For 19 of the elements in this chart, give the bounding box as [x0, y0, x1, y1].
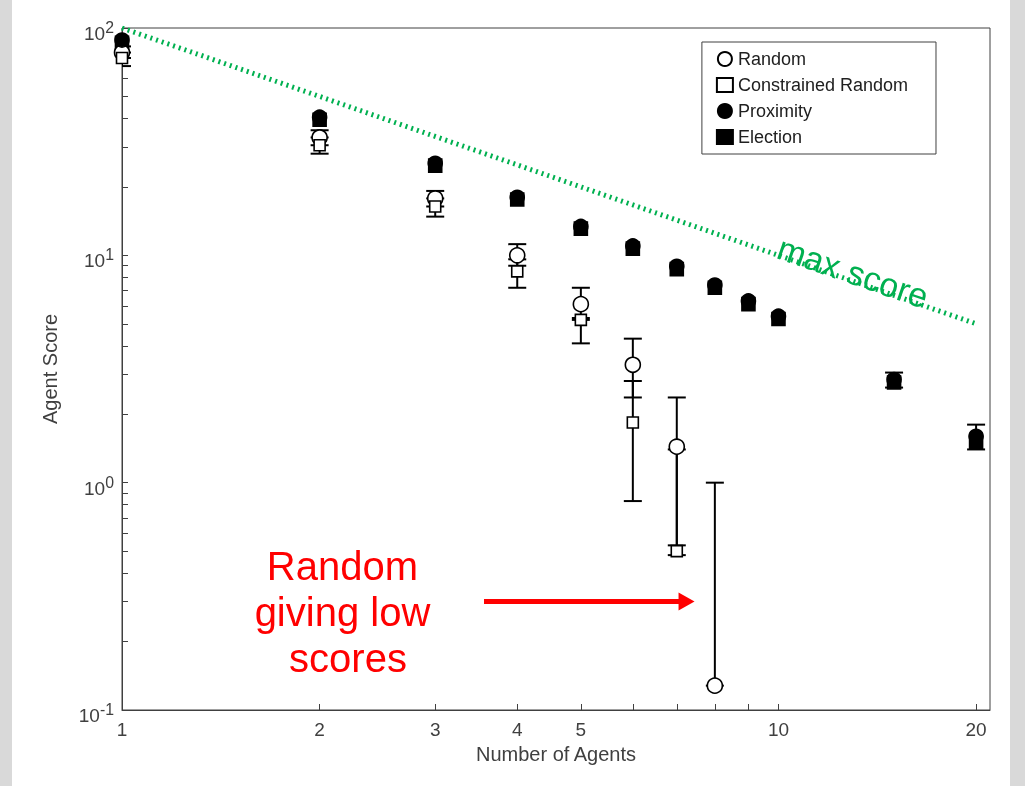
y-tick-label: 10$^{0}$: [84, 472, 114, 501]
annotation: max score: [772, 228, 934, 316]
legend-label: Proximity: [737, 101, 812, 121]
x-axis-title: Number of Agents: [475, 743, 637, 765]
x-tick-label: 3: [429, 719, 441, 740]
x-tick-label: 2: [314, 719, 325, 740]
x-tick-label: 5: [575, 719, 587, 740]
legend-label: Constrained Random: [737, 75, 909, 95]
annotation: Random giving low scores: [254, 544, 442, 680]
legend-label: Random: [737, 49, 806, 69]
y-tick-label: 10$^{2}$: [84, 18, 114, 47]
x-tick-label: 10: [767, 719, 790, 740]
x-tick-label: 1: [116, 719, 128, 740]
y-tick-label: 10$^{1}$: [84, 245, 114, 274]
y-axis-title: Agent Score: [39, 313, 61, 425]
x-tick-label: 4: [511, 719, 523, 740]
y-tick-label: 10$^{-1}$: [78, 700, 114, 729]
x-tick-label: 20: [965, 719, 987, 740]
legend-label: Election: [737, 127, 802, 147]
